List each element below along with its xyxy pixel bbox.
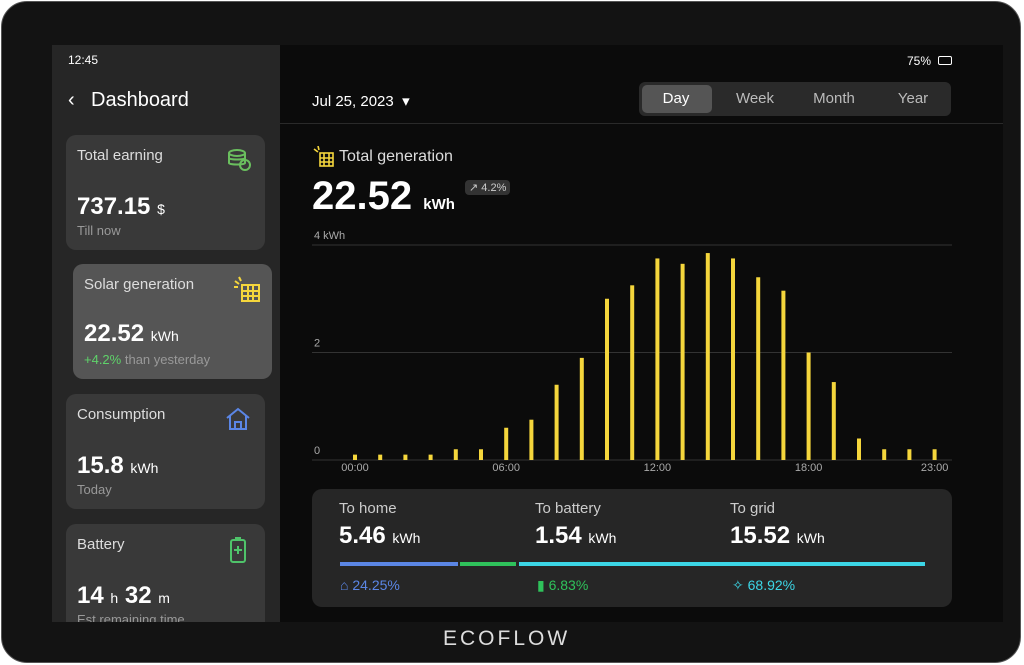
home-icon xyxy=(226,407,250,430)
card-value: 15.8 xyxy=(77,452,124,479)
summary-value-row: 22.52 kWh xyxy=(312,174,455,219)
breakdown-share: ⌂ 24.25% xyxy=(340,577,400,593)
brand-logo: ECOFLOW xyxy=(443,627,571,650)
card-value-row: 22.52 kWh xyxy=(84,320,179,348)
tab-selected xyxy=(642,85,712,113)
card-unit: kWh xyxy=(130,460,159,476)
summary-title: Total generation xyxy=(339,148,453,165)
card-unit: $ xyxy=(157,201,165,217)
battery-status-icon xyxy=(938,56,952,65)
breakdown-value-row: 1.54 kWh xyxy=(535,522,616,550)
breakdown-unit: kWh xyxy=(392,530,421,546)
card-note: Today xyxy=(77,482,112,497)
card-change: +4.2% xyxy=(84,352,122,367)
back-button[interactable]: ‹ xyxy=(68,89,75,111)
breakdown-share: ▮ 6.83% xyxy=(537,577,589,593)
card-title: Battery xyxy=(77,536,125,553)
tab[interactable]: Day xyxy=(662,90,690,107)
card-note: Till now xyxy=(77,223,121,238)
summary-value: 22.52 xyxy=(312,174,413,218)
card-value-row: 14 h 32 m xyxy=(77,582,170,610)
card-title: Total earning xyxy=(77,147,163,164)
solar-card[interactable]: Solar generation 22.52 kWh +4.2% than ye… xyxy=(73,264,272,379)
battery-icon xyxy=(230,537,246,563)
share-text: 6.83% xyxy=(548,577,589,593)
breakdown-value-row: 5.46 kWh xyxy=(339,522,420,550)
breakdown-value: 1.54 xyxy=(535,522,582,549)
card-note-row: +4.2% than yesterday xyxy=(84,352,210,367)
status-battery: 75% xyxy=(907,54,932,68)
summary-change: 4.2% xyxy=(481,182,507,194)
card-unit: kWh xyxy=(150,328,179,344)
battery-card[interactable]: Battery 14 h 32 m Est remaining time xyxy=(66,524,265,622)
summary-unit: kWh xyxy=(423,196,455,213)
status-time: 12:45 xyxy=(68,53,99,67)
card-unit: h xyxy=(110,590,119,606)
summary-change-badge: ↗ 4.2% xyxy=(465,180,511,195)
card-minutes: 32 xyxy=(124,582,152,609)
share-bar-battery xyxy=(460,562,516,566)
share-text: 24.25% xyxy=(352,577,400,593)
breakdown-label: To grid xyxy=(730,500,776,517)
tab[interactable]: Week xyxy=(735,90,775,107)
card-title: Solar generation xyxy=(84,276,195,293)
breakdown-unit: kWh xyxy=(796,530,825,546)
breakdown-label: To home xyxy=(339,500,397,517)
share-bar-grid xyxy=(519,562,925,566)
breakdown-value: 5.46 xyxy=(339,522,386,549)
consumption-card[interactable]: Consumption 15.8 kWh Today xyxy=(66,394,265,509)
date: Jul 25, 2023 xyxy=(312,93,394,110)
breakdown-value-row: 15.52 kWh xyxy=(730,522,825,550)
card-note: than yesterday xyxy=(124,352,211,367)
breakdown-share: ✧ 68.92% xyxy=(732,577,796,593)
tab[interactable]: Month xyxy=(813,90,855,107)
card-value-row: 737.15 $ xyxy=(77,193,165,221)
coins-icon xyxy=(228,149,251,171)
card-value: 22.52 xyxy=(84,320,145,347)
earning-card[interactable]: Total earning 737.15 $ Till now xyxy=(66,135,265,250)
share-text: 68.92% xyxy=(747,577,796,593)
card-note: Est remaining time xyxy=(77,612,185,622)
share-bar-home xyxy=(340,562,458,566)
card-hours: 14 xyxy=(77,582,104,609)
sidebar-title: Dashboard xyxy=(91,89,189,111)
breakdown-label: To battery xyxy=(535,500,601,517)
card-value: 737.15 xyxy=(77,193,151,220)
date-picker[interactable]: Jul 25, 2023 ▾ xyxy=(312,93,410,110)
solar-icon xyxy=(313,146,334,167)
tab[interactable]: Year xyxy=(897,90,929,107)
solar-icon xyxy=(234,276,260,302)
card-unit: m xyxy=(158,590,170,606)
breakdown-unit: kWh xyxy=(588,530,617,546)
breakdown-value: 15.52 xyxy=(730,522,791,549)
card-value-row: 15.8 kWh xyxy=(77,452,158,480)
divider xyxy=(280,123,1003,124)
breakdown-panel xyxy=(312,489,952,607)
card-title: Consumption xyxy=(77,406,166,423)
